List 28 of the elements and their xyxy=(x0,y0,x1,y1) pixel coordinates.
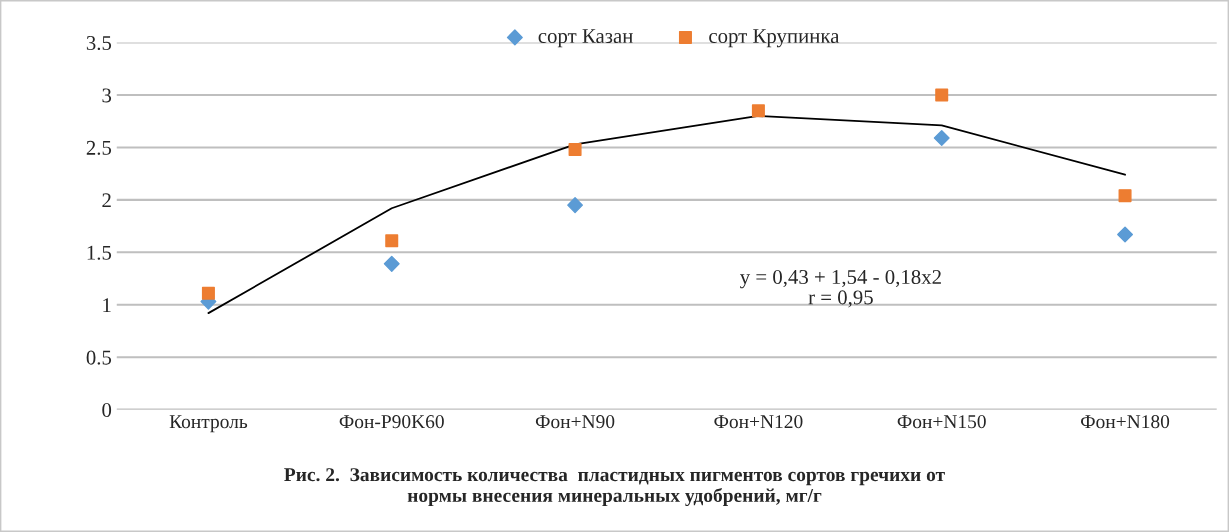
annotation: y = 0,43 + 1,54 - 0,18x2 r = 0,95 xyxy=(739,269,941,308)
y-tick-label: 1.5 xyxy=(87,245,112,260)
point xyxy=(568,143,582,157)
x-tick-label: Фон+N90 xyxy=(535,415,615,429)
point xyxy=(567,197,584,214)
y-tick-label: 3 xyxy=(102,88,112,103)
point xyxy=(201,286,215,300)
point xyxy=(385,234,399,248)
x-tick-label: Фон-P90K60 xyxy=(339,415,444,429)
y-tick-label: 3.5 xyxy=(86,35,112,51)
y-tick-label: 1 xyxy=(103,298,111,312)
legend-label: сорт Казан xyxy=(538,29,633,48)
point xyxy=(1117,226,1134,243)
y-tick-label: 0.5 xyxy=(86,350,112,365)
x-tick-label: Фон+N150 xyxy=(897,415,986,429)
y-tick-label: 2.5 xyxy=(86,140,112,155)
y-tick-label: 2 xyxy=(102,193,111,208)
text: Рис. 2. Зависимость количества пластидных пигментов сортов гречихи от нормы внесения минеральных удобрений, мг/г xyxy=(284,468,945,507)
y-tick-label: 0 xyxy=(102,403,112,418)
x-tick-label: Фон+N120 xyxy=(714,415,803,429)
point xyxy=(933,130,950,146)
point xyxy=(383,255,400,272)
legend-label: сорт Крупинка xyxy=(709,29,840,48)
x-tick-label: Контроль xyxy=(169,415,248,433)
point xyxy=(1118,189,1132,203)
point xyxy=(935,88,949,102)
x-tick-label: Фон+N180 xyxy=(1081,415,1170,429)
point xyxy=(751,104,765,118)
